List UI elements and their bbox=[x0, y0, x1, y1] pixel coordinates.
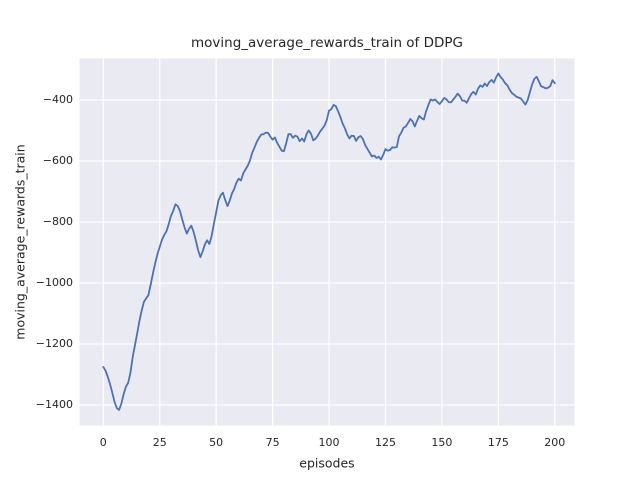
x-tick-label-150: 150 bbox=[431, 436, 453, 449]
x-tick-label-0: 0 bbox=[99, 436, 107, 449]
x-tick-label-100: 100 bbox=[318, 436, 340, 449]
y-tick-label--400: −400 bbox=[42, 93, 73, 106]
x-tick-label-25: 25 bbox=[152, 436, 167, 449]
series-line-moving_average_rewards_train bbox=[102, 72, 556, 411]
x-tick-label-125: 125 bbox=[374, 436, 396, 449]
y-tick-label--1400: −1400 bbox=[35, 398, 73, 411]
y-tick-label--1000: −1000 bbox=[35, 276, 73, 289]
y-axis-label: moving_average_rewards_train bbox=[12, 144, 28, 340]
x-tick-label-175: 175 bbox=[487, 436, 509, 449]
y-tick-label--1200: −1200 bbox=[35, 337, 73, 350]
y-tick-label--800: −800 bbox=[42, 215, 73, 228]
x-tick-label-200: 200 bbox=[544, 436, 566, 449]
axes-background bbox=[79, 58, 575, 426]
x-tick-label-50: 50 bbox=[209, 436, 224, 449]
y-tick-label--600: −600 bbox=[42, 154, 73, 167]
x-tick-label-75: 75 bbox=[265, 436, 280, 449]
chart-title: moving_average_rewards_train of DDPG bbox=[191, 35, 463, 51]
x-axis-label: episodes bbox=[299, 455, 355, 471]
